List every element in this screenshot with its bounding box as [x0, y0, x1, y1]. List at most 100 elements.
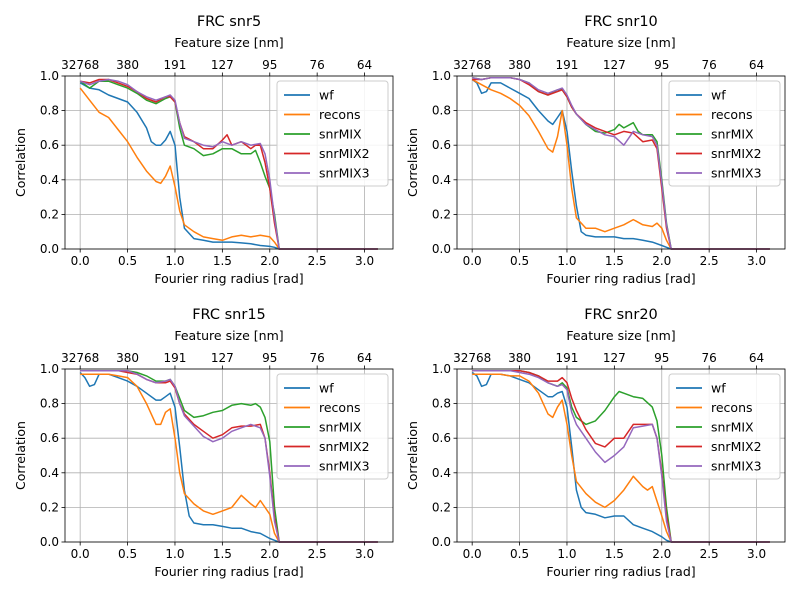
- chart-panel-2: 0.0 0.5 1.0 1.5 2.0 2.5 3.0 32768 380 191 127 95 76 6…: [405, 14, 786, 286]
- chart-panel-1: 0.0 0.5 1.0 1.5 2.0 2.5 3.0 32768 380 191 127 95 76 6…: [13, 14, 394, 286]
- series-line-snrMIX: [79, 80, 378, 250]
- top-tick-label: 95: [654, 58, 669, 72]
- x-tick-label: 2.0: [260, 547, 279, 561]
- top-tick-label: 64: [749, 351, 764, 365]
- x-tick-label: 3.0: [747, 254, 766, 268]
- legend-label-snrMIX3: snrMIX3: [319, 459, 370, 474]
- x-tick-label: 0.0: [71, 547, 90, 561]
- y-tick-label: 0.2: [432, 207, 451, 221]
- legend-label-recons: recons: [711, 400, 753, 415]
- x-tick-label: 0.5: [510, 254, 529, 268]
- x-tick-label: 1.0: [557, 547, 576, 561]
- y-axis-label: Correlation: [405, 128, 420, 197]
- y-tick-label: 0.4: [432, 173, 451, 187]
- series-line-wf: [471, 78, 770, 250]
- series-line-recons: [80, 373, 378, 543]
- x-axis-label: Fourier ring radius [rad]: [546, 564, 695, 579]
- top-axis-label: Feature size [nm]: [174, 328, 283, 343]
- x-tick-label: 1.0: [557, 254, 576, 268]
- x-tick-label: 1.5: [213, 547, 232, 561]
- axes-frame: [456, 368, 786, 543]
- chart-panel-4: 0.0 0.5 1.0 1.5 2.0 2.5 3.0 32768 380 191 127 95 76 6…: [405, 307, 786, 579]
- top-tick-label: 76: [702, 58, 717, 72]
- x-tick-label: 0.5: [510, 547, 529, 561]
- legend-label-wf: wf: [319, 88, 334, 103]
- axes-frame: [456, 75, 786, 250]
- x-tick-label: 0.5: [118, 254, 137, 268]
- y-tick-label: 0.2: [432, 500, 451, 514]
- top-tick-label: 76: [310, 351, 325, 365]
- y-tick-label: 0.0: [432, 535, 451, 549]
- series-line-snrMIX3: [80, 369, 378, 543]
- top-tick-label: 380: [116, 58, 139, 72]
- series-line-snrMIX3: [472, 76, 770, 250]
- x-axis-label: Fourier ring radius [rad]: [154, 271, 303, 286]
- x-tick-label: 3.0: [747, 547, 766, 561]
- top-tick-label: 95: [262, 58, 277, 72]
- top-tick-label: 127: [211, 58, 234, 72]
- legend-label-snrMIX: snrMIX: [711, 127, 754, 142]
- x-tick-label: 2.5: [308, 254, 327, 268]
- top-tick-label: 64: [357, 58, 372, 72]
- top-tick-label: 127: [603, 351, 626, 365]
- top-tick-label: 191: [164, 58, 187, 72]
- series-line-recons: [79, 87, 378, 250]
- top-tick-label: 76: [702, 351, 717, 365]
- x-tick-label: 0.5: [118, 547, 137, 561]
- top-axis-label: Feature size [nm]: [566, 328, 675, 343]
- legend: wf recons snrMIX snrMIX2 snrMIX3: [276, 80, 389, 187]
- axes-frame: [64, 368, 394, 543]
- legend-box: [668, 80, 781, 187]
- y-tick-label: 0.6: [432, 431, 451, 445]
- y-tick-label: 0.4: [432, 466, 451, 480]
- chart-title: FRC snr15: [192, 307, 266, 323]
- top-axis-label: Feature size [nm]: [174, 35, 283, 50]
- y-tick-label: 0.4: [40, 466, 59, 480]
- x-tick-label: 2.5: [700, 547, 719, 561]
- top-tick-label: 191: [556, 58, 579, 72]
- top-tick-label: 76: [310, 58, 325, 72]
- x-axis-label: Fourier ring radius [rad]: [154, 564, 303, 579]
- chart-panel-3: 0.0 0.5 1.0 1.5 2.0 2.5 3.0 32768 380 191 127 95 76 6…: [13, 307, 394, 579]
- top-tick-label: 191: [164, 351, 187, 365]
- legend-label-snrMIX: snrMIX: [319, 420, 362, 435]
- legend-label-snrMIX2: snrMIX2: [711, 439, 762, 454]
- y-tick-label: 0.4: [40, 173, 59, 187]
- x-tick-label: 2.5: [700, 254, 719, 268]
- legend-label-snrMIX2: snrMIX2: [319, 146, 370, 161]
- y-tick-label: 0.8: [432, 104, 451, 118]
- x-tick-label: 3.0: [355, 547, 374, 561]
- y-tick-label: 0.2: [40, 500, 59, 514]
- legend-box: [276, 80, 389, 187]
- x-tick-label: 1.5: [605, 547, 624, 561]
- top-tick-label: 32768: [453, 351, 491, 365]
- y-tick-label: 0.8: [40, 397, 59, 411]
- x-tick-label: 0.0: [71, 254, 90, 268]
- legend-box: [668, 373, 781, 480]
- top-tick-label: 32768: [453, 58, 491, 72]
- chart-title: FRC snr5: [197, 14, 261, 30]
- top-tick-label: 380: [508, 58, 531, 72]
- series-line-wf: [79, 82, 378, 250]
- top-tick-label: 127: [211, 351, 234, 365]
- top-tick-label: 32768: [61, 58, 99, 72]
- legend-label-wf: wf: [319, 381, 334, 396]
- legend-label-snrMIX: snrMIX: [711, 420, 754, 435]
- x-tick-label: 0.0: [463, 547, 482, 561]
- y-tick-label: 0.8: [40, 104, 59, 118]
- x-tick-label: 1.0: [165, 547, 184, 561]
- legend-label-recons: recons: [319, 107, 361, 122]
- y-axis-label: Correlation: [405, 421, 420, 490]
- legend: wf recons snrMIX snrMIX2 snrMIX3: [668, 373, 781, 480]
- x-tick-label: 3.0: [355, 254, 374, 268]
- x-tick-label: 2.0: [652, 547, 671, 561]
- legend-label-wf: wf: [711, 381, 726, 396]
- y-tick-label: 0.0: [40, 242, 59, 256]
- y-tick-label: 1.0: [432, 362, 451, 376]
- top-tick-label: 95: [262, 351, 277, 365]
- top-tick-label: 32768: [61, 351, 99, 365]
- top-tick-label: 64: [749, 58, 764, 72]
- legend: wf recons snrMIX snrMIX2 snrMIX3: [668, 80, 781, 187]
- axes-frame: [64, 75, 394, 250]
- top-tick-label: 380: [508, 351, 531, 365]
